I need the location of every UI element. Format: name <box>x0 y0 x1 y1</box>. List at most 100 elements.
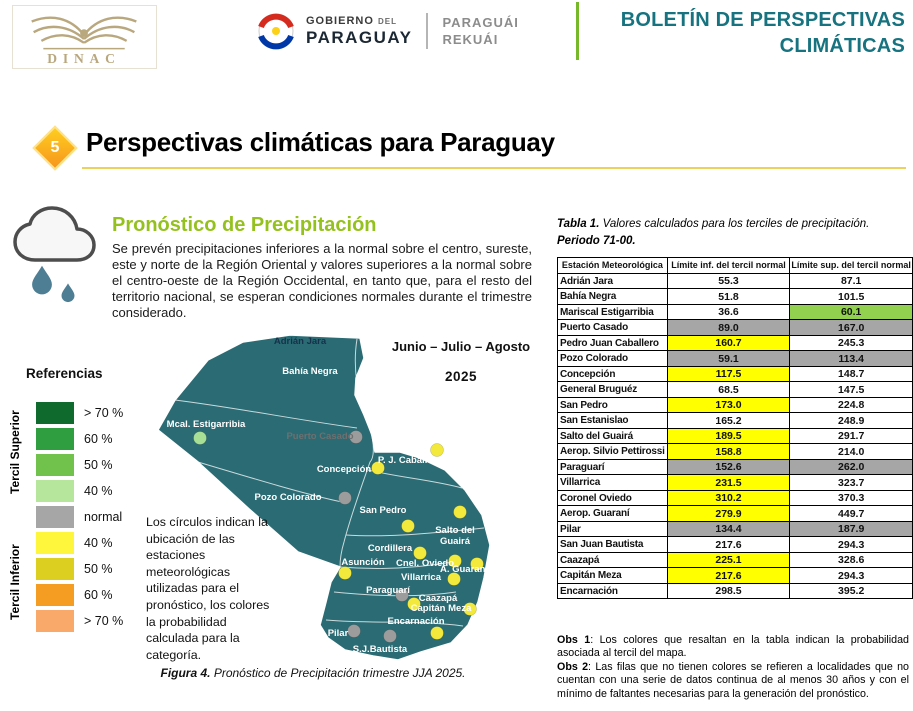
station-label: Asunción <box>341 557 384 568</box>
station-cell: Concepción <box>557 365 668 383</box>
table-row: Capitán Meza 217.6 294.3 <box>557 567 913 584</box>
figure-caption-text: Pronóstico de Precipitación trimestre JJ… <box>210 666 466 680</box>
station-cell: General Bruguéz <box>557 381 668 398</box>
station-cell: Pilar <box>557 520 668 538</box>
limit-sup-cell: 214.0 <box>789 443 913 460</box>
station-dot <box>430 626 444 640</box>
station-cell: Caazapá <box>557 551 668 569</box>
limit-sup-cell: 449.7 <box>789 505 913 522</box>
station-dot <box>453 505 467 519</box>
station-label: Pozo Colorado <box>254 492 321 503</box>
station-label: Paraguarí <box>366 585 410 596</box>
legend-swatch <box>36 402 74 424</box>
bulletin-title: BOLETÍN DE PERSPECTIVAS CLIMÁTICAS <box>621 7 905 59</box>
station-label: Concepción <box>317 464 372 475</box>
limit-sup-cell: 294.3 <box>789 536 913 553</box>
limit-sup-cell: 328.6 <box>789 551 913 569</box>
gov-word-gobierno: GOBIERNO <box>306 14 374 27</box>
gov-logo: GOBIERNO DEL PARAGUAY PARAGUÁI REKUÁI <box>256 11 519 51</box>
station-dot <box>448 554 462 568</box>
figure-caption: Figura 4. Pronóstico de Precipitación tr… <box>118 666 508 680</box>
limit-inf-cell: 225.1 <box>666 551 791 569</box>
obs-1-label: Obs 1 <box>557 634 591 646</box>
legend-items: > 70 % 60 % 50 % 40 % normal 40 % 50 % 60 % > 70… <box>36 402 123 636</box>
legend-label: 40 % <box>84 536 113 550</box>
station-label: Adrián Jara <box>274 336 327 347</box>
table-title: Tabla 1. Valores calculados para los ter… <box>557 218 869 230</box>
header-green-divider <box>576 2 579 60</box>
limit-sup-cell: 224.8 <box>789 396 913 414</box>
station-dot <box>371 461 385 475</box>
station-cell: Salto del Guairá <box>557 427 668 445</box>
map-period: Junio – Julio – Agosto 2025 <box>386 339 536 384</box>
table-row: San Juan Bautista 217.6 294.3 <box>557 536 913 553</box>
observations: Obs 1: Los colores que resaltan en la ta… <box>557 634 909 701</box>
station-dot <box>395 588 409 602</box>
table-row: San Pedro 173.0 224.8 <box>557 396 913 414</box>
limit-sup-cell: 294.3 <box>789 567 913 584</box>
limit-inf-cell: 173.0 <box>666 396 791 414</box>
tercil-superior-label: Tercil Superior <box>8 410 22 494</box>
limit-inf-cell: 68.5 <box>666 381 791 398</box>
station-dot <box>347 624 361 638</box>
limit-inf-cell: 117.5 <box>666 365 791 383</box>
legend-label: 40 % <box>84 484 113 498</box>
table-row: Mariscal Estigarribia 36.6 60.1 <box>557 303 913 321</box>
station-dot <box>413 546 427 560</box>
limit-sup-cell: 113.4 <box>789 350 913 367</box>
table-title-text: Valores calculados para los terciles de … <box>599 218 870 230</box>
table-row: Encarnación 298.5 395.2 <box>557 582 913 600</box>
obs-1-text: : Los colores que resaltan en la tabla i… <box>557 634 909 660</box>
station-cell: Pedro Juan Caballero <box>557 334 668 352</box>
dinac-wings <box>31 16 137 44</box>
limit-sup-cell: 291.7 <box>789 427 913 445</box>
station-dot <box>463 602 477 616</box>
table-period: Periodo 71-00. <box>557 235 636 247</box>
legend-label: 60 % <box>84 588 113 602</box>
station-cell: Aerop. Silvio Pettirossi <box>557 443 668 460</box>
gov-divider <box>426 13 429 49</box>
period-months: Junio – Julio – Agosto <box>391 339 531 354</box>
station-dot <box>383 629 397 643</box>
limit-inf-cell: 217.6 <box>666 567 791 584</box>
station-cell: Encarnación <box>557 582 668 600</box>
table-row: Pedro Juan Caballero 160.7 245.3 <box>557 334 913 352</box>
station-dot <box>407 597 421 611</box>
figure-caption-label: Figura 4. <box>160 666 211 680</box>
paraguay-map: Adrián Jara Bahía Negra Mcal. Estigarribia… <box>157 334 491 661</box>
limit-inf-cell: 158.8 <box>666 443 791 460</box>
period-year: 2025 <box>444 369 478 384</box>
gov-guarani: PARAGUÁI REKUÁI <box>442 14 518 48</box>
station-cell: Puerto Casado <box>557 319 668 336</box>
legend-label: 50 % <box>84 458 113 472</box>
limit-sup-cell: 262.0 <box>789 458 913 476</box>
station-cell: Paraguarí <box>557 458 668 476</box>
legend-item: > 70 % <box>36 402 123 424</box>
limit-inf-cell: 189.5 <box>666 427 791 445</box>
station-cell: Mariscal Estigarribia <box>557 303 668 321</box>
limit-sup-cell: 245.3 <box>789 334 913 352</box>
table-row: Caazapá 225.1 328.6 <box>557 551 913 569</box>
gov-emblem-icon <box>258 13 294 50</box>
obs-1: Obs 1: Los colores que resaltan en la ta… <box>557 634 909 661</box>
department-borders <box>174 338 485 627</box>
station-dot <box>338 566 352 580</box>
station-dot <box>193 431 207 445</box>
raindrop-large <box>32 265 52 295</box>
legend-swatch <box>36 428 74 450</box>
dinac-star <box>80 29 88 37</box>
obs-2-label: Obs 2 <box>557 660 589 673</box>
table-row: Pozo Colorado 59.1 113.4 <box>557 350 913 367</box>
limit-inf-cell: 134.4 <box>666 520 791 538</box>
table-row: Bahía Negra 51.8 101.5 <box>557 288 913 305</box>
legend-label: > 70 % <box>84 614 124 628</box>
station-cell: San Pedro <box>557 396 668 414</box>
legend-item: 40 % <box>36 480 123 502</box>
limit-sup-cell: 147.5 <box>789 381 913 398</box>
legend-item: 50 % <box>36 454 123 476</box>
table-row: Pilar 134.4 187.9 <box>557 520 913 538</box>
station-label: Villarrica <box>401 572 442 583</box>
table-row: Coronel Oviedo 310.2 370.3 <box>557 489 913 507</box>
limit-inf-cell: 152.6 <box>666 458 791 476</box>
stations-layer: Adrián Jara Bahía Negra Mcal. Estigarribia… <box>167 336 489 655</box>
